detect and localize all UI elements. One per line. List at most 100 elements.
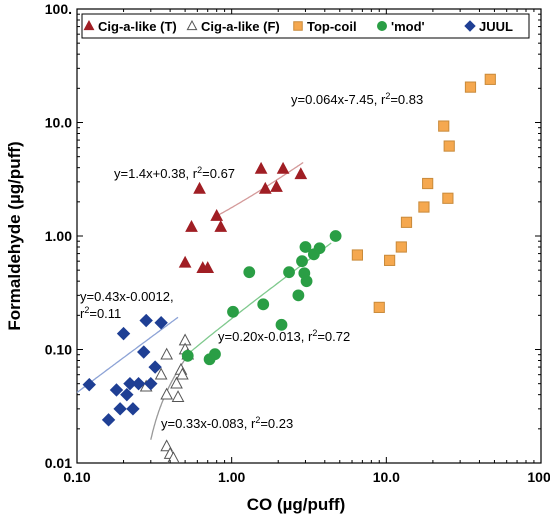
series-mod (181, 230, 342, 366)
data-point (148, 360, 162, 374)
y-tick-label: 100. (45, 1, 72, 17)
data-point (201, 261, 215, 274)
data-point (160, 439, 174, 452)
data-point (176, 367, 189, 380)
data-point (275, 318, 288, 331)
data-point (139, 313, 153, 328)
legend-label: Top-coil (307, 19, 357, 34)
x-axis-title: CO (µg/puff) (247, 495, 346, 514)
data-point (299, 241, 312, 253)
legend-item-juul: JUUL (464, 19, 513, 34)
data-point (464, 81, 477, 93)
data-point (171, 390, 185, 403)
legend-label: Cig-a-like (F) (201, 19, 280, 34)
legend-marker (83, 19, 95, 31)
y-axis-title: Formaldehyde (µg/puff) (5, 141, 24, 330)
legend-label: JUUL (479, 19, 513, 34)
y-tick-label: 1.00 (45, 228, 72, 244)
legend-item-top-coil: Top-coil (293, 19, 357, 34)
x-tick-label: 1.00 (218, 469, 245, 485)
data-point (442, 192, 454, 204)
fit-equation-label: y=1.4x+0.38, r2=0.67 (114, 165, 235, 181)
data-point (243, 266, 256, 279)
series-cig-a-like-t (178, 161, 308, 274)
legend-marker (186, 19, 198, 31)
legend-item-mod: 'mod' (377, 19, 425, 34)
legend-marker (377, 21, 387, 31)
legend: Cig-a-like (T) Cig-a-like (F) Top-coil 'mod… (81, 13, 530, 39)
data-point (276, 161, 290, 174)
fit-annotations: y=0.064x-7.45, r2=0.83 y=1.4x+0.38, r2=0.… (80, 91, 423, 431)
data-point (422, 177, 434, 190)
y-tick-label: 0.10 (45, 342, 72, 358)
data-point (131, 376, 146, 391)
fit-line (76, 316, 179, 394)
fit-equation-label: y=0.43x-0.0012, (80, 289, 174, 304)
data-point (154, 367, 168, 380)
data-point (484, 73, 496, 85)
plot-border (76, 8, 542, 464)
legend-label: 'mod' (391, 19, 425, 34)
data-point (154, 316, 168, 330)
data-point (160, 387, 174, 400)
data-point (418, 201, 430, 213)
plot-frame (76, 8, 542, 464)
data-point (167, 451, 180, 464)
data-point (170, 376, 183, 389)
data-point (300, 275, 313, 288)
legend-marker (464, 20, 476, 32)
data-point (193, 181, 206, 194)
data-point (126, 402, 140, 416)
data-point (384, 254, 396, 266)
data-point (144, 376, 158, 391)
fit-line (216, 161, 304, 217)
legend-label: Cig-a-like (T) (98, 19, 177, 34)
y-tick-label: 10.0 (45, 115, 72, 131)
data-point (185, 219, 198, 232)
data-point (351, 249, 363, 261)
data-point (313, 242, 326, 255)
data-point (120, 387, 134, 402)
fit-equation-label: r2=0.11 (80, 305, 121, 321)
data-point (329, 230, 342, 242)
data-point (283, 266, 295, 279)
data-point (400, 216, 413, 228)
series-juul (82, 313, 168, 427)
data-point (214, 219, 228, 232)
legend-item-cig-a-like-t: Cig-a-like (T) (83, 19, 177, 34)
fit-equation-label: y=0.20x-0.013, r2=0.72 (218, 328, 350, 344)
data-point (373, 301, 385, 313)
data-point (443, 140, 455, 152)
data-point (296, 255, 308, 268)
data-point (227, 305, 239, 318)
data-point (210, 208, 224, 221)
legend-box (81, 13, 530, 39)
data-point (113, 402, 127, 416)
series-top-coil (351, 73, 496, 313)
data-point (257, 298, 270, 311)
y-tick-label: 0.01 (45, 455, 72, 471)
fit-equation-label: y=0.33x-0.083, r2=0.23 (161, 415, 293, 431)
data-point (178, 255, 192, 268)
data-point (292, 289, 305, 302)
data-point (270, 179, 283, 192)
x-tick-label: 100. (527, 469, 550, 485)
data-point (101, 413, 116, 427)
data-point (137, 345, 151, 359)
x-tick-label: 10.0 (373, 469, 400, 485)
data-point (82, 377, 96, 392)
data-point (160, 347, 174, 360)
data-point (116, 326, 131, 341)
data-point (109, 383, 124, 397)
data-point (209, 348, 221, 361)
x-tick-label: 0.10 (63, 469, 90, 485)
data-point (181, 349, 194, 362)
legend-item-cig-a-like-f: Cig-a-like (F) (186, 19, 280, 34)
legend-marker (293, 21, 303, 31)
data-points (82, 73, 496, 464)
data-point (254, 161, 268, 174)
data-point (395, 241, 407, 253)
